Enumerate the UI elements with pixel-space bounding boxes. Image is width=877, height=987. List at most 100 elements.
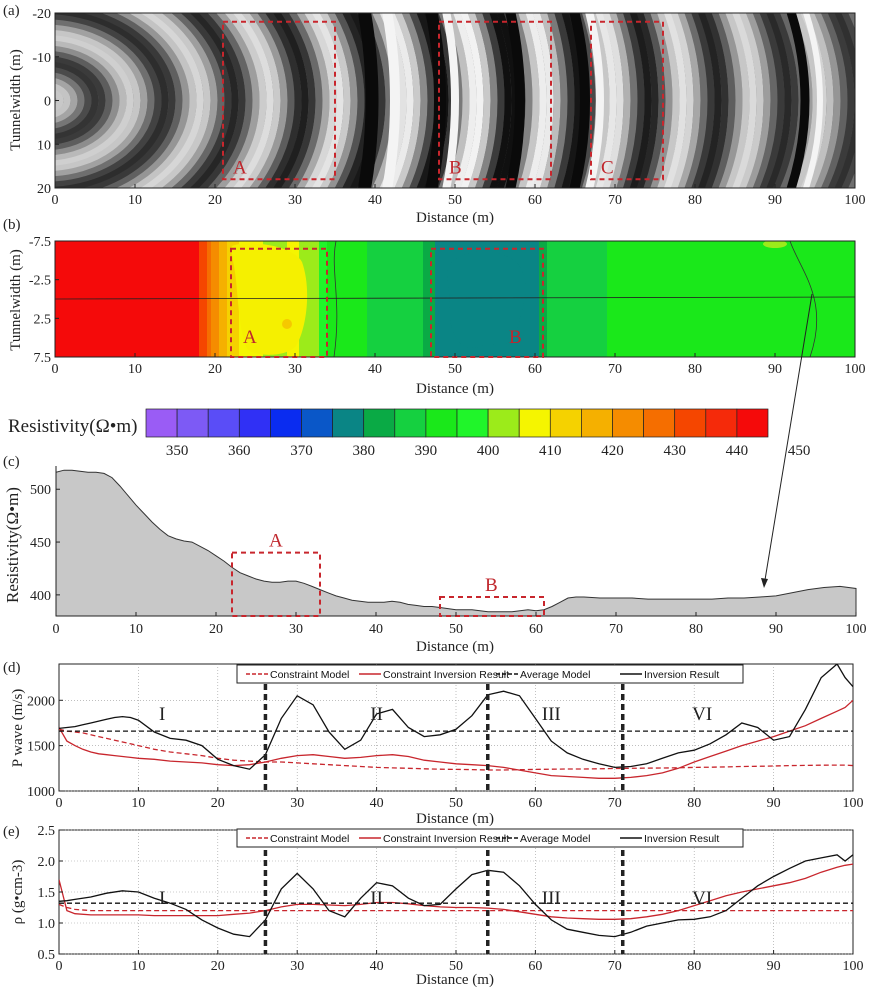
colorbar-tick-label: 380 xyxy=(352,443,375,459)
panel-b-column xyxy=(771,241,776,357)
panel-b-ytick-label: 2.5 xyxy=(34,312,52,327)
panel-a-wavefront xyxy=(489,13,512,188)
panel-b-column xyxy=(423,241,428,357)
panel-e-legend: Constraint Model Constraint Inversion Res… xyxy=(236,828,744,848)
panel-e-grid xyxy=(59,829,853,955)
panel-b-column xyxy=(315,241,320,357)
panel-b-column xyxy=(747,241,752,357)
panel-d-legend-label: Inversion Result xyxy=(644,669,719,681)
panel-e: (e) I II III VI 0 10 20 30 40 50 60 70 80 90 1000.51.… xyxy=(3,824,864,987)
panel-a-wavefront xyxy=(697,13,722,188)
panel-d-legend: Constraint Model Constraint Inversion Res… xyxy=(236,664,744,684)
panel-a-xtick-label: 20 xyxy=(208,193,222,208)
panel-b-column xyxy=(435,241,440,357)
panel-a-xtick-label: 0 xyxy=(52,193,59,208)
panel-e-zones: I II III VI xyxy=(159,888,712,909)
panel-a-wavefront xyxy=(813,13,841,188)
panel-e-xtick-label: 50 xyxy=(449,959,463,974)
panel-d-xtick-label: 40 xyxy=(370,796,384,811)
panel-b-column xyxy=(343,241,348,357)
panel-b-column xyxy=(563,241,568,357)
panel-a-wavefront xyxy=(224,13,267,188)
panel-a-wavefront xyxy=(379,13,407,188)
panel-b-column xyxy=(527,241,532,357)
panel-a-box-C xyxy=(590,20,664,181)
panel-b-column xyxy=(555,241,560,357)
panel-b-column xyxy=(703,241,708,357)
panel-a-wavefront xyxy=(554,13,575,188)
panel-b-column xyxy=(611,241,616,357)
panel-a-box-label-A: A xyxy=(233,157,247,178)
panel-b-column xyxy=(335,241,340,357)
panel-b-column xyxy=(327,241,332,357)
panel-e-xtick-label: 60 xyxy=(528,959,542,974)
panel-a-xtick-label: 30 xyxy=(288,193,302,208)
panel-a-wavefront xyxy=(180,13,232,188)
panel-a-wavefront xyxy=(273,13,309,188)
panel-b-column xyxy=(835,241,840,357)
panel-b-column xyxy=(311,241,316,357)
panel-a-wavefront xyxy=(280,13,316,188)
panel-d-legend-label: Average Model xyxy=(520,669,590,681)
panel-a-wavefront xyxy=(670,13,694,188)
panel-e-dividers xyxy=(263,830,625,954)
panel-a-box-label-C: C xyxy=(601,157,614,178)
panel-a-wavefront xyxy=(561,13,582,188)
panel-d-xtick-label: 70 xyxy=(608,796,622,811)
colorbar-swatch xyxy=(301,408,333,438)
panel-b-xtick-label: 80 xyxy=(688,362,702,377)
panel-c-box-B xyxy=(439,595,545,617)
panel-c-ytick-label: 500 xyxy=(30,483,51,498)
panel-e-lines xyxy=(59,854,853,938)
panel-a-wavefront xyxy=(171,13,225,188)
panel-a-wavefront xyxy=(357,13,386,188)
panel-b-anomaly-core xyxy=(282,319,292,329)
panel-a-wavefront xyxy=(474,13,498,188)
panel-b-column xyxy=(427,241,432,357)
panel-a-wavefront xyxy=(602,13,624,188)
panel-b-column xyxy=(727,241,732,357)
panel-b-ytick-label: 7.5 xyxy=(34,351,52,366)
panel-d-xtick-label: 0 xyxy=(56,796,63,811)
panel-b-column xyxy=(535,241,540,357)
panel-a-wavefront xyxy=(663,13,687,188)
panel-b-column xyxy=(591,241,596,357)
panel-a-wavefront xyxy=(772,13,799,188)
panel-a-wavefront xyxy=(518,13,540,188)
panel-b-column xyxy=(419,241,424,357)
panel-a-wavefront xyxy=(588,13,610,188)
panel-b-box-B xyxy=(430,247,544,359)
panel-a-wavefront xyxy=(766,13,792,188)
panel-b-column xyxy=(627,241,632,357)
panel-a-wavefront xyxy=(546,13,568,188)
colorbar-tick-label: 390 xyxy=(415,443,438,459)
panel-a-wavefront xyxy=(55,38,127,163)
panel-a-ytick-label: 0 xyxy=(44,95,51,110)
panel-c-ytick-label: 400 xyxy=(30,589,51,604)
panel-b-xtick-label: 0 xyxy=(52,362,59,377)
panel-b-column xyxy=(675,241,680,357)
panel-b-ytick-label: -2.5 xyxy=(29,274,51,289)
panel-a-wavefront xyxy=(55,60,99,141)
panel-e-legend-label: Inversion Result xyxy=(644,833,719,845)
panel-b-column xyxy=(719,241,724,357)
panel-d-xtick-label: 50 xyxy=(449,796,463,811)
panel-b-box-A xyxy=(230,247,328,359)
panel-a-wavefront xyxy=(55,49,113,152)
panel-a-wavefront xyxy=(128,13,197,188)
panel-a-light-band xyxy=(382,13,400,188)
panel-a-dark-band xyxy=(569,13,590,188)
panel-d-zone-label: III xyxy=(542,704,561,725)
panel-b-column xyxy=(699,241,704,357)
panel-e-label: (e) xyxy=(3,824,20,840)
panel-a-wavefront xyxy=(752,13,778,188)
panel-a-wavefront xyxy=(364,13,393,188)
panel-d-dividers xyxy=(263,664,625,791)
panel-b-box-label-B: B xyxy=(509,327,522,348)
panel-a-wavefront xyxy=(257,13,295,188)
panel-b-column xyxy=(431,241,436,357)
panel-c-label: (c) xyxy=(3,454,20,470)
panel-a-wavefront xyxy=(240,13,281,188)
panel-a-wavefront xyxy=(249,13,288,188)
